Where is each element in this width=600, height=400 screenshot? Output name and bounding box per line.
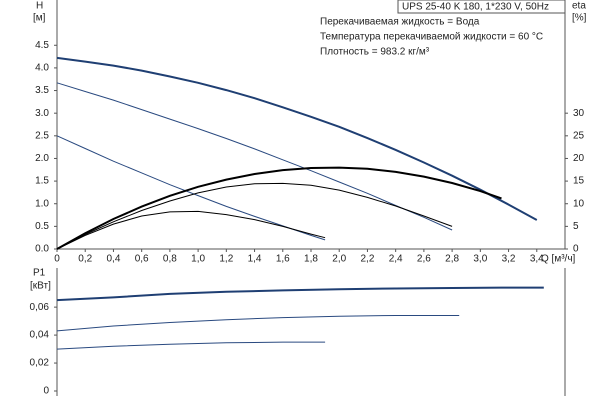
efficiency-curve bbox=[56, 210, 326, 250]
y-axis-label: P1 bbox=[33, 268, 46, 279]
y2-tick-label: 30 bbox=[573, 108, 585, 119]
y-axis-unit: [м] bbox=[33, 13, 46, 24]
y2-tick-label: 25 bbox=[573, 130, 585, 141]
x-tick-label: 0 bbox=[54, 254, 60, 265]
x-tick-label: 1,0 bbox=[191, 254, 205, 265]
curve bbox=[56, 315, 460, 332]
model-title: UPS 25-40 K 180, 1*230 V, 50Hz bbox=[402, 2, 549, 13]
y-tick-label: 1.5 bbox=[35, 176, 49, 187]
y-tick-label: 0,06 bbox=[30, 302, 50, 313]
y-tick-label: 0,02 bbox=[30, 358, 50, 369]
annotation: Плотность = 983.2 кг/м³ bbox=[320, 47, 430, 58]
y2-tick-label: 10 bbox=[573, 198, 585, 209]
x-tick-label: 0,4 bbox=[106, 254, 120, 265]
x-tick-label: 1,2 bbox=[219, 254, 233, 265]
x-tick-label: 3,2 bbox=[502, 254, 516, 265]
curve bbox=[56, 56, 538, 221]
y-tick-label: 3.0 bbox=[35, 108, 49, 119]
y2-tick-label: 15 bbox=[573, 176, 585, 187]
y2-tick-label: 0 bbox=[573, 244, 579, 255]
x-tick-label: 0,8 bbox=[163, 254, 177, 265]
x-tick-label: 3,0 bbox=[473, 254, 487, 265]
y-axis-label: H bbox=[36, 1, 43, 12]
y-tick-label: 3.5 bbox=[35, 85, 49, 96]
curve bbox=[56, 135, 326, 241]
annotation: Температура перекачиваемой жидкости = 60… bbox=[320, 32, 543, 43]
y-tick-label: 2.0 bbox=[35, 153, 49, 164]
efficiency-curve bbox=[56, 182, 453, 250]
x-tick-label: 1,6 bbox=[276, 254, 290, 265]
x-tick-label: 0,2 bbox=[78, 254, 92, 265]
y-tick-label: 0 bbox=[43, 386, 49, 397]
y-tick-label: 0,04 bbox=[30, 330, 50, 341]
y2-axis-unit: [%] bbox=[572, 13, 587, 24]
efficiency-curve bbox=[56, 166, 502, 250]
curve bbox=[56, 286, 544, 302]
y-tick-label: 0.5 bbox=[35, 221, 49, 232]
y-tick-label: 1.0 bbox=[35, 198, 49, 209]
y-axis-unit: [кВт] bbox=[30, 281, 51, 292]
x-tick-label: 2,4 bbox=[389, 254, 403, 265]
y2-axis-label: eta bbox=[572, 1, 586, 12]
y-tick-label: 2.5 bbox=[35, 130, 49, 141]
y-tick-label: 4.5 bbox=[35, 40, 49, 51]
x-tick-label: 2,0 bbox=[332, 254, 346, 265]
y2-tick-label: 5 bbox=[573, 221, 579, 232]
info-box bbox=[397, 0, 566, 14]
x-tick-label: 1,8 bbox=[304, 254, 318, 265]
x-tick-label: 0,6 bbox=[135, 254, 149, 265]
x-tick-label: 1,4 bbox=[248, 254, 262, 265]
annotation: Перекачиваемая жидкость = Вода bbox=[320, 17, 480, 28]
x-axis-label: Q [м³/ч] bbox=[541, 254, 576, 265]
x-tick-label: 2,2 bbox=[360, 254, 374, 265]
y2-tick-label: 20 bbox=[573, 153, 585, 164]
y-tick-label: 4.0 bbox=[35, 63, 49, 74]
x-tick-label: 2,8 bbox=[445, 254, 459, 265]
x-tick-label: 3,4 bbox=[530, 254, 544, 265]
x-tick-label: 2,6 bbox=[417, 254, 431, 265]
y-tick-label: 0.0 bbox=[35, 244, 49, 255]
curve bbox=[56, 341, 326, 350]
curve bbox=[56, 82, 453, 231]
